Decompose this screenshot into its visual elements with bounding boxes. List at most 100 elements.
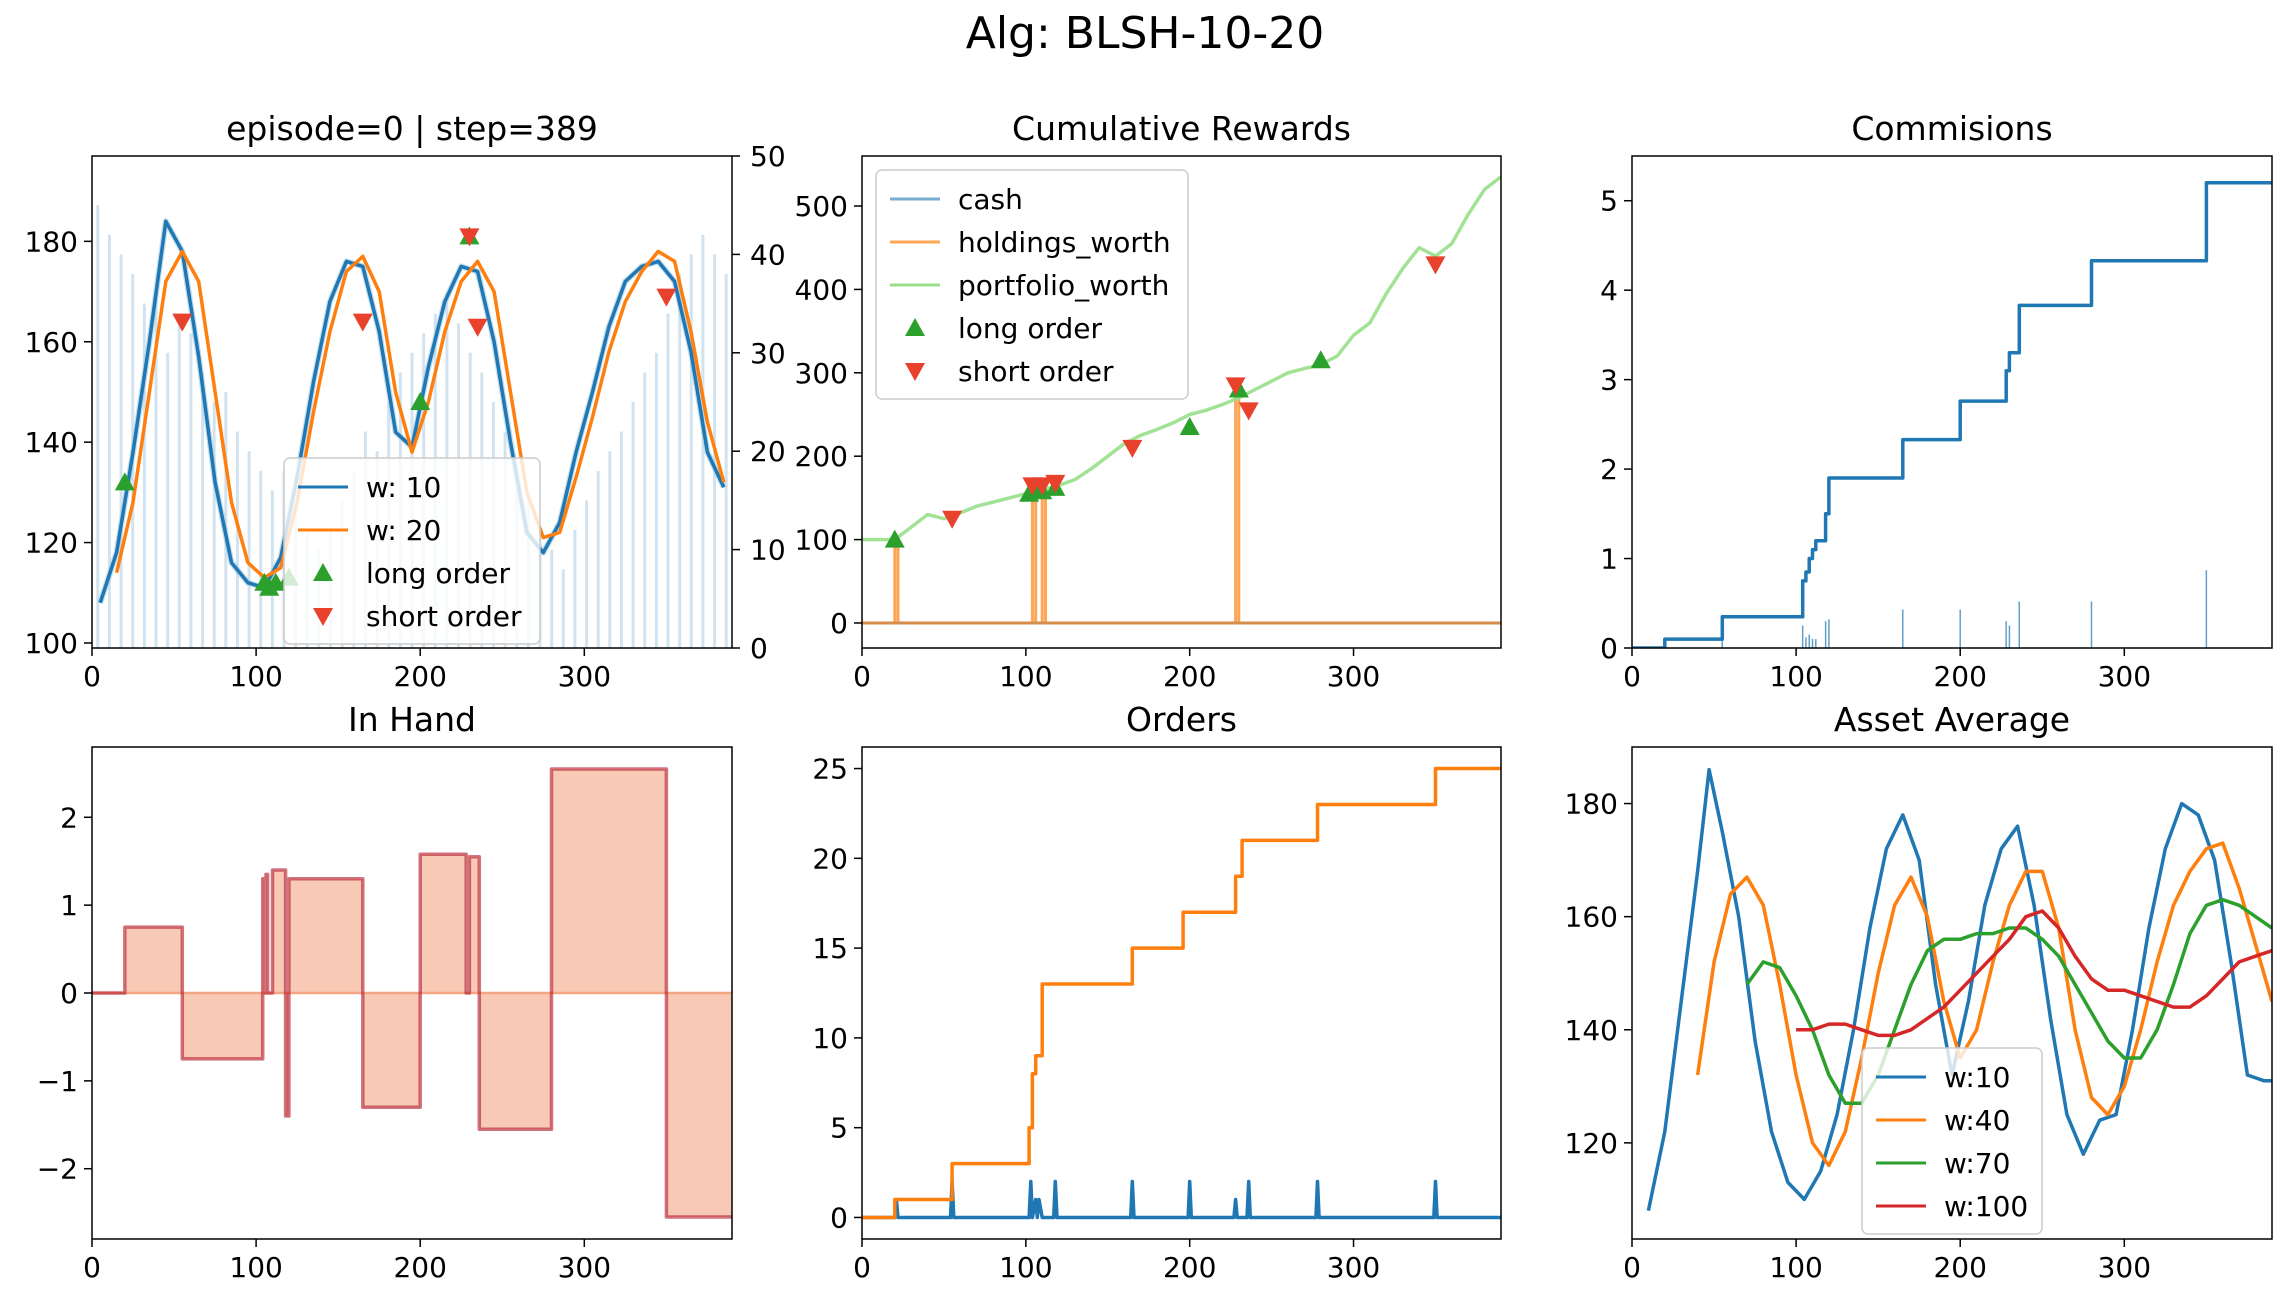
x-tick-label: 300: [1327, 1251, 1380, 1284]
x-tick-label: 300: [2098, 660, 2151, 693]
axes-4: In Hand 0 100 200 300 −2 −1 0 1 2: [37, 700, 733, 1284]
y2-tick-label: 40: [750, 238, 786, 271]
short-order-marker: [1425, 256, 1446, 275]
legend-label: short order: [366, 600, 522, 633]
series-line-cumulative-commission: [1632, 181, 2272, 648]
axes-title: In Hand: [348, 700, 476, 739]
series-line-w10: [1646, 767, 2272, 1212]
short-order-marker: [1122, 439, 1143, 458]
x-tick-label: 0: [853, 1251, 871, 1284]
legend-label: long order: [366, 557, 510, 590]
legend-label: w: 10: [366, 471, 441, 504]
y2-tick-label: 20: [750, 435, 786, 468]
y-tick-label: 5: [1600, 185, 1618, 218]
x-tick-label: 200: [1933, 1251, 1986, 1284]
y2-tick-label: 0: [750, 632, 768, 665]
y2-tick-label: 50: [750, 140, 786, 173]
axes-frame: [1631, 746, 2273, 1240]
plot-area: [862, 766, 1501, 1220]
y-tick-label: 140: [1565, 1014, 1618, 1047]
y-tick-label: 400: [795, 273, 848, 306]
series-line-per-step-orders: [862, 1179, 1501, 1220]
x-tick-label: 100: [229, 1251, 282, 1284]
legend-label: holdings_worth: [958, 226, 1171, 259]
x-tick-label: 100: [999, 1251, 1052, 1284]
axes-title: Commisions: [1851, 109, 2052, 148]
legend: w:10 w:40 w:70 w:100: [1861, 1047, 2043, 1235]
y-tick-label: 500: [795, 190, 848, 223]
long-order-marker: [1179, 417, 1200, 436]
axes-title: episode=0 | step=389: [226, 109, 598, 148]
y-tick-label: 200: [795, 440, 848, 473]
legend-marker: [905, 363, 925, 381]
legend-box: [1861, 1047, 2043, 1235]
y-tick-label: 10: [812, 1022, 848, 1055]
y-tick-label: 25: [812, 753, 848, 786]
long-order-marker: [410, 392, 431, 410]
figure-suptitle: Alg: BLSH-10-20: [966, 8, 1325, 59]
y-tick-label: 160: [1565, 901, 1618, 934]
x-tick-label: 200: [1163, 660, 1216, 693]
y-tick-label: −2: [37, 1153, 78, 1186]
y2-tick-label: 30: [750, 337, 786, 370]
x-tick-label: 100: [1769, 1251, 1822, 1284]
long-order-marker: [265, 572, 286, 591]
y-tick-label: 20: [812, 842, 848, 875]
long-order-marker: [1310, 350, 1331, 369]
short-order-marker: [1032, 477, 1053, 496]
legend-marker: [313, 563, 333, 581]
legend-box: [283, 457, 541, 645]
y-tick-label: 5: [830, 1112, 848, 1145]
x-tick-label: 200: [1933, 660, 1986, 693]
y-tick-label: 2: [60, 801, 78, 834]
y-tick-label: 160: [25, 326, 78, 359]
y-tick-label: 15: [812, 932, 848, 965]
legend-box: [875, 169, 1189, 400]
legend-marker: [313, 608, 333, 626]
y-tick-label: 140: [25, 426, 78, 459]
y-tick-label: 1: [1600, 543, 1618, 576]
x-tick-label: 300: [2098, 1251, 2151, 1284]
legend-label: w:70: [1944, 1147, 2010, 1180]
y2-tick-label: 10: [750, 534, 786, 567]
legend-label: w:10: [1944, 1061, 2010, 1094]
axes-title: Orders: [1126, 700, 1237, 739]
y-tick-label: 0: [1600, 632, 1618, 665]
y-tick-label: 120: [25, 527, 78, 560]
legend-marker: [905, 318, 925, 336]
y-tick-label: 100: [795, 524, 848, 557]
short-order-marker: [656, 288, 677, 307]
axes-3: Commisions 0 100 200 300 0 1 2 3 4 5: [1600, 109, 2273, 693]
x-tick-label: 300: [1327, 660, 1380, 693]
y-tick-label: 120: [1565, 1127, 1618, 1160]
x-tick-label: 0: [1623, 1251, 1641, 1284]
short-order-marker: [1238, 402, 1259, 421]
y-tick-label: 100: [25, 627, 78, 660]
y-tick-label: 2: [1600, 453, 1618, 486]
y-tick-label: 1: [60, 889, 78, 922]
y-tick-label: 180: [1565, 788, 1618, 821]
short-order-marker: [1225, 377, 1246, 396]
series-line-in-hand: [92, 767, 732, 1219]
short-order-marker: [467, 318, 488, 337]
x-tick-label: 300: [558, 660, 611, 693]
short-order-marker: [352, 313, 373, 332]
x-tick-label: 200: [393, 1251, 446, 1284]
axes-frame: [91, 155, 733, 649]
axes-title: Cumulative Rewards: [1012, 109, 1351, 148]
plot-area: [1646, 767, 2272, 1212]
legend: w: 10 w: 20 long order short order: [283, 457, 541, 645]
series-line-w20: [114, 249, 726, 580]
legend-label: w: 20: [366, 514, 441, 547]
x-tick-label: 0: [83, 1251, 101, 1284]
legend-label: w:40: [1944, 1104, 2010, 1137]
series-line-w100: [1796, 909, 2272, 1038]
legend-label: portfolio_worth: [958, 269, 1169, 302]
axes-2: Cumulative Rewards 0 100 200 300 0 100 200 300 40…: [795, 109, 1502, 693]
plot-area: [92, 767, 732, 1219]
y-tick-label: 180: [25, 225, 78, 258]
short-order-marker: [1045, 474, 1066, 493]
